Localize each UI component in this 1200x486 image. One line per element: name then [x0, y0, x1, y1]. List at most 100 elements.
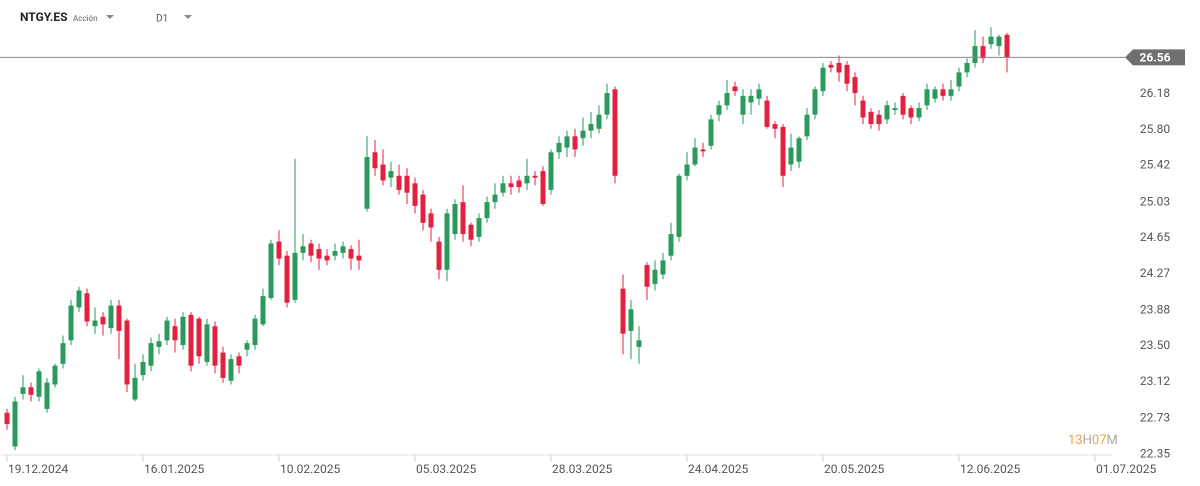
- candle-body: [468, 224, 474, 240]
- candle-body: [396, 175, 402, 190]
- candle-body: [700, 149, 706, 152]
- candle-body: [148, 343, 154, 366]
- candle-body: [788, 147, 794, 165]
- candle-body: [340, 246, 346, 253]
- candle-body: [972, 46, 978, 63]
- instrument-type: Acción: [73, 14, 98, 23]
- candle-body: [308, 243, 314, 256]
- timeframe[interactable]: D1: [156, 14, 168, 25]
- candle-body: [660, 260, 666, 275]
- x-tick-label: 19.12.2024: [8, 462, 69, 476]
- candle-body: [620, 288, 626, 334]
- candle-body: [108, 305, 114, 329]
- y-tick-label: 23.12: [1140, 374, 1170, 388]
- candle-body: [940, 89, 946, 96]
- candle-body: [92, 320, 98, 327]
- y-tick-label: 25.03: [1140, 194, 1170, 208]
- candle-body: [492, 194, 498, 203]
- candle-body: [836, 62, 842, 73]
- candle-body: [780, 126, 786, 176]
- candle-body: [732, 86, 738, 92]
- candle-body: [204, 324, 210, 362]
- countdown-minutes-unit: M: [1107, 433, 1118, 448]
- candle-body: [804, 114, 810, 137]
- candle-body: [508, 183, 514, 188]
- candle-body: [100, 316, 106, 325]
- y-tick-label: 24.65: [1140, 230, 1170, 244]
- candle-body: [724, 93, 730, 106]
- candle-body: [892, 108, 898, 110]
- x-tick-label: 12.06.2025: [960, 462, 1021, 476]
- x-tick-label: 10.02.2025: [280, 462, 341, 476]
- candle-body: [4, 412, 10, 424]
- candle-body: [676, 175, 682, 237]
- candle-body: [36, 371, 42, 397]
- candle-body: [76, 290, 82, 308]
- candle-body: [924, 89, 930, 106]
- y-tick-label: 25.80: [1140, 122, 1170, 136]
- candle-body: [604, 93, 610, 115]
- candle-body: [564, 136, 570, 148]
- candle-body: [820, 67, 826, 92]
- candle-body: [900, 95, 906, 115]
- candle-body: [932, 89, 938, 99]
- candle-body: [748, 95, 754, 103]
- candle-body: [20, 387, 26, 394]
- countdown-minutes: 07: [1092, 433, 1107, 448]
- y-tick-label: 25.42: [1140, 158, 1170, 172]
- x-tick-label: 16.01.2025: [144, 462, 205, 476]
- candle-body: [460, 202, 466, 235]
- candle-body: [436, 241, 442, 270]
- timeframe-dropdown[interactable]: [184, 15, 192, 19]
- x-tick-label: 01.07.2025: [1096, 462, 1157, 476]
- candle-body: [428, 213, 434, 228]
- last-price-tag: [1125, 49, 1185, 66]
- candle-body: [956, 72, 962, 87]
- candle-body: [764, 100, 770, 127]
- candle-body: [1004, 34, 1010, 58]
- candle-body: [132, 377, 138, 400]
- candle-body: [756, 89, 762, 99]
- candle-body: [996, 36, 1002, 47]
- candle-body: [292, 252, 298, 300]
- symbol-dropdown[interactable]: [106, 15, 114, 19]
- candle-body: [188, 314, 194, 366]
- candle-body: [532, 175, 538, 178]
- candle-body: [404, 175, 410, 193]
- candle-body: [876, 114, 882, 125]
- candle-body: [916, 108, 922, 118]
- candle-body: [868, 111, 874, 125]
- x-tick-label: 28.03.2025: [552, 462, 613, 476]
- candle-body: [316, 249, 322, 259]
- candle-body: [852, 77, 858, 94]
- candle-body: [348, 249, 354, 259]
- candle-body: [628, 309, 634, 331]
- candle-body: [276, 241, 282, 259]
- y-tick-label: 22.35: [1140, 446, 1170, 460]
- countdown: 13H07M: [1068, 433, 1118, 448]
- countdown-hours: 13: [1068, 433, 1083, 448]
- candle-body: [644, 265, 650, 287]
- y-tick-label: 22.73: [1140, 411, 1170, 425]
- candle-body: [596, 114, 602, 129]
- symbol[interactable]: NTGY.ES: [20, 10, 67, 24]
- candle-body: [964, 62, 970, 73]
- candle-body: [388, 171, 394, 178]
- candle-body: [708, 119, 714, 146]
- candle-body: [740, 95, 746, 115]
- candle-body: [668, 234, 674, 256]
- candle-body: [116, 305, 122, 331]
- x-tick-label: 24.04.2025: [688, 462, 749, 476]
- candle-body: [228, 359, 234, 381]
- candle-body: [212, 326, 218, 366]
- candle-body: [444, 213, 450, 270]
- countdown-hours-unit: H: [1083, 433, 1092, 448]
- candle-body: [580, 130, 586, 139]
- y-tick-label: 23.88: [1140, 302, 1170, 316]
- candle-body: [236, 356, 242, 366]
- candle-body: [524, 175, 530, 184]
- candle-body: [716, 105, 722, 115]
- candle-body: [556, 142, 562, 153]
- x-tick-label: 05.03.2025: [416, 462, 477, 476]
- candle-body: [164, 320, 170, 341]
